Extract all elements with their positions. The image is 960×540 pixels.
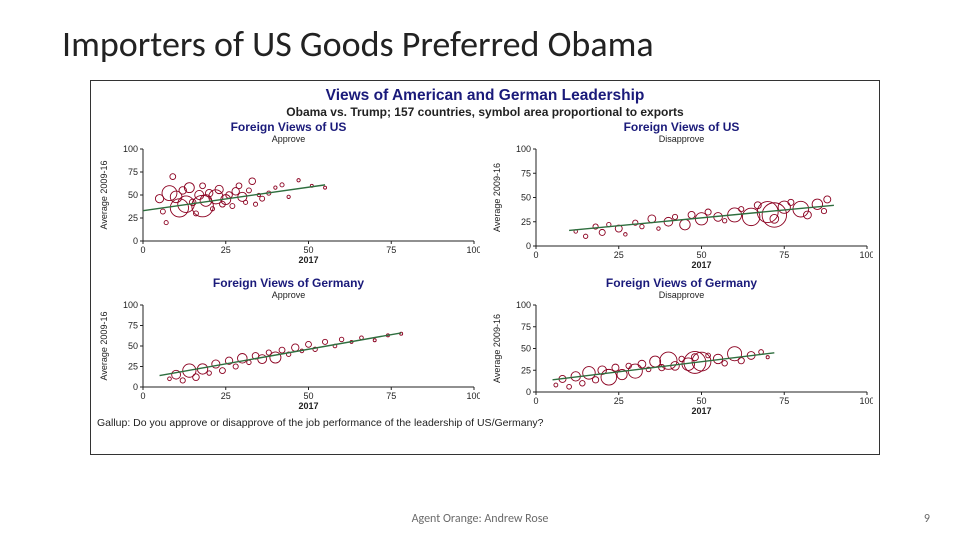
svg-text:100: 100 — [466, 391, 480, 401]
svg-text:75: 75 — [386, 391, 396, 401]
svg-text:0: 0 — [133, 236, 138, 246]
svg-text:0: 0 — [526, 387, 531, 397]
svg-text:50: 50 — [128, 341, 138, 351]
svg-text:25: 25 — [614, 250, 624, 260]
svg-text:Average 2009-16: Average 2009-16 — [492, 163, 502, 232]
svg-text:25: 25 — [521, 366, 531, 376]
svg-text:75: 75 — [386, 245, 396, 255]
panel-title: Foreign Views of Germany — [97, 277, 480, 290]
svg-text:75: 75 — [521, 168, 531, 178]
svg-text:50: 50 — [128, 190, 138, 200]
chart-main-subtitle: Obama vs. Trump; 157 countries, symbol a… — [97, 105, 873, 119]
panel-subtitle: Disapprove — [490, 290, 873, 300]
svg-text:75: 75 — [128, 167, 138, 177]
svg-text:25: 25 — [221, 245, 231, 255]
svg-text:100: 100 — [123, 301, 138, 310]
svg-text:75: 75 — [521, 322, 531, 332]
svg-text:0: 0 — [533, 250, 538, 260]
page-number: 9 — [924, 512, 930, 526]
svg-text:50: 50 — [696, 250, 706, 260]
panel-germany-disapprove: Foreign Views of Germany Disapprove 0 25 5… — [490, 277, 873, 421]
svg-text:100: 100 — [516, 145, 531, 154]
svg-text:0: 0 — [140, 391, 145, 401]
panel-subtitle: Approve — [97, 134, 480, 144]
svg-text:2017: 2017 — [298, 255, 318, 265]
svg-text:100: 100 — [516, 301, 531, 310]
svg-text:100: 100 — [859, 396, 873, 406]
slide: Importers of US Goods Preferred Obama Vi… — [0, 0, 960, 540]
svg-text:50: 50 — [303, 245, 313, 255]
panel-title: Foreign Views of US — [490, 121, 873, 134]
svg-text:0: 0 — [140, 245, 145, 255]
scatter-plot: 0 25 50 75 100 0 25 50 75 100 2017 Average 2009-16 — [97, 145, 480, 275]
svg-text:0: 0 — [133, 382, 138, 392]
svg-text:Average 2009-16: Average 2009-16 — [99, 312, 109, 381]
svg-text:25: 25 — [128, 362, 138, 372]
chart-container: Views of American and German Leadership … — [90, 80, 880, 455]
svg-text:0: 0 — [526, 241, 531, 251]
svg-text:2017: 2017 — [298, 401, 318, 411]
panel-title: Foreign Views of Germany — [490, 277, 873, 290]
panel-subtitle: Approve — [97, 290, 480, 300]
svg-text:2017: 2017 — [691, 406, 711, 416]
svg-text:50: 50 — [696, 396, 706, 406]
svg-text:75: 75 — [779, 250, 789, 260]
svg-text:Average 2009-16: Average 2009-16 — [492, 314, 502, 383]
panel-title: Foreign Views of US — [97, 121, 480, 134]
panel-us-disapprove: Foreign Views of US Disapprove 0 25 50 75 10… — [490, 121, 873, 275]
svg-text:50: 50 — [521, 344, 531, 354]
chart-panels-grid: Foreign Views of US Approve 0 25 50 75 100 0 2… — [97, 121, 873, 411]
svg-text:50: 50 — [303, 391, 313, 401]
panel-us-approve: Foreign Views of US Approve 0 25 50 75 100 0 2… — [97, 121, 480, 275]
slide-title: Importers of US Goods Preferred Obama — [62, 22, 654, 66]
svg-text:Average 2009-16: Average 2009-16 — [99, 161, 109, 230]
svg-text:100: 100 — [859, 250, 873, 260]
panel-germany-approve: Foreign Views of Germany Approve 0 25 50 75… — [97, 277, 480, 421]
svg-text:75: 75 — [128, 321, 138, 331]
footer-attribution: Agent Orange: Andrew Rose — [0, 512, 960, 526]
scatter-plot: 0 25 50 75 100 0 25 50 75 100 2017 Average 2009-16 — [490, 145, 873, 275]
svg-text:75: 75 — [779, 396, 789, 406]
scatter-plot: 0 25 50 75 100 0 25 50 75 100 2017 Average 2009-16 — [490, 301, 873, 421]
svg-text:25: 25 — [221, 391, 231, 401]
svg-text:2017: 2017 — [691, 260, 711, 270]
svg-text:25: 25 — [521, 217, 531, 227]
svg-text:100: 100 — [466, 245, 480, 255]
svg-text:0: 0 — [533, 396, 538, 406]
scatter-plot: 0 25 50 75 100 0 25 50 75 100 2017 Average 2009-16 — [97, 301, 480, 421]
svg-text:100: 100 — [123, 145, 138, 154]
svg-text:50: 50 — [521, 193, 531, 203]
chart-main-title: Views of American and German Leadership — [97, 87, 873, 105]
svg-text:25: 25 — [128, 213, 138, 223]
panel-subtitle: Disapprove — [490, 134, 873, 144]
svg-text:25: 25 — [614, 396, 624, 406]
